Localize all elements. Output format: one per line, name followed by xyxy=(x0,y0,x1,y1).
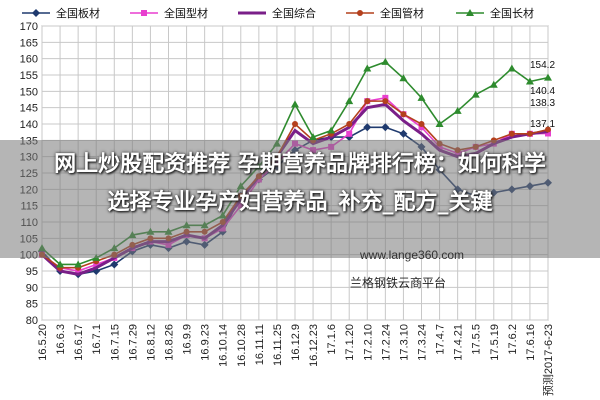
x-tick-label: 16.8.26 xyxy=(164,324,176,361)
legend-entry: 全国型材 xyxy=(164,6,208,20)
data-point-3 xyxy=(418,121,425,127)
data-point-4 xyxy=(309,133,318,141)
x-tick-label: 16.5.20 xyxy=(37,324,49,361)
watermark-name: 兰格钢铁云商平台 xyxy=(350,276,447,290)
x-tick-label: 17.4.21 xyxy=(453,324,465,361)
data-point-4 xyxy=(507,64,516,72)
y-tick-label: 150 xyxy=(20,86,38,98)
legend-entry: 全国综合 xyxy=(272,6,316,20)
end-value-label: 137.1 xyxy=(530,119,555,130)
y-tick-label: 80 xyxy=(26,315,38,327)
x-tick-label: 16.6.3 xyxy=(55,324,67,355)
data-point-3 xyxy=(400,111,407,118)
x-tick-label: 17.3.10 xyxy=(398,324,410,361)
data-point-4 xyxy=(544,73,552,81)
x-tick-label: 17.5.19 xyxy=(489,324,501,361)
x-tick-label: 16.9.23 xyxy=(200,324,212,361)
data-point-4 xyxy=(525,77,534,85)
x-tick-label: 17.2.10 xyxy=(362,324,374,361)
y-tick-label: 85 xyxy=(26,299,38,311)
x-tick-label: 17.1.20 xyxy=(344,324,356,361)
y-tick-label: 170 xyxy=(20,21,38,33)
end-value-label: 138.3 xyxy=(530,98,555,109)
legend-marker xyxy=(357,10,363,16)
x-tick-label: 16.6.17 xyxy=(73,324,85,361)
data-point-1 xyxy=(418,124,425,131)
data-point-1 xyxy=(346,130,353,137)
data-point-4 xyxy=(345,97,354,105)
x-tick-label: 17.4.7 xyxy=(435,324,447,355)
x-tick-label: 16.10.28 xyxy=(236,324,248,367)
data-point-1 xyxy=(382,94,389,101)
x-tick-label: 16.7.29 xyxy=(127,324,139,361)
data-point-3 xyxy=(508,130,515,137)
data-point-1 xyxy=(93,261,100,268)
data-point-3 xyxy=(364,98,371,105)
watermark-url: www.lange360.com xyxy=(360,248,465,262)
x-tick-label: 17.2.24 xyxy=(380,324,392,361)
legend-marker xyxy=(32,9,40,17)
x-tick-label: 17.1.6 xyxy=(326,324,338,355)
data-point-3 xyxy=(526,130,533,137)
x-tick-label: 16.10.14 xyxy=(218,324,230,367)
data-point-4 xyxy=(291,100,299,108)
data-point-3 xyxy=(346,121,353,127)
data-point-4 xyxy=(453,106,462,114)
y-tick-label: 95 xyxy=(26,266,38,278)
overlay-banner xyxy=(0,140,600,258)
data-point-3 xyxy=(382,98,389,105)
x-tick-label: 17.6.2 xyxy=(507,324,519,355)
data-point-0 xyxy=(381,123,390,132)
data-point-1 xyxy=(75,268,82,274)
banner-line-1: 网上炒股配资推荐 孕期营养品牌排行榜：如何科学 xyxy=(54,152,546,177)
legend-marker xyxy=(466,9,474,16)
data-point-4 xyxy=(74,260,83,268)
x-tick-label: 预测2017-6-23 xyxy=(542,324,555,396)
data-point-0 xyxy=(110,260,119,269)
x-tick-label: 16.12.23 xyxy=(308,324,320,367)
y-tick-label: 90 xyxy=(26,282,38,294)
x-tick-label: 16.8.12 xyxy=(145,324,157,361)
y-tick-label: 145 xyxy=(20,103,38,115)
data-point-0 xyxy=(363,123,372,132)
overlay-banner-text: 网上炒股配资推荐 孕期营养品牌排行榜：如何科学 选择专业孕产妇营养品_补充_配方… xyxy=(8,146,592,222)
x-tick-label: 17.6.16 xyxy=(525,324,537,361)
x-tick-label: 16.11.25 xyxy=(272,324,284,366)
x-tick-label: 17.5.5 xyxy=(471,324,483,355)
data-point-3 xyxy=(545,126,551,133)
end-value-label: 140.4 xyxy=(530,86,555,97)
y-tick-label: 140 xyxy=(20,119,38,131)
banner-line-2: 选择专业孕产妇营养品_补充_配方_关键 xyxy=(107,190,493,215)
data-point-4 xyxy=(56,260,65,268)
legend-marker xyxy=(141,10,147,16)
data-point-4 xyxy=(471,90,480,98)
x-tick-label: 17.3.24 xyxy=(417,324,429,361)
data-point-4 xyxy=(435,120,444,127)
legend-entry: 全国管材 xyxy=(380,6,424,20)
legend-entry: 全国板材 xyxy=(56,6,100,20)
data-point-4 xyxy=(399,74,408,82)
x-tick-label: 16.7.15 xyxy=(109,324,121,361)
data-point-4 xyxy=(327,126,336,134)
data-point-4 xyxy=(417,93,426,101)
x-tick-label: 16.12.9 xyxy=(290,324,302,361)
data-point-1 xyxy=(545,130,551,137)
x-tick-label: 16.11.11 xyxy=(254,324,266,365)
data-point-4 xyxy=(381,57,390,65)
data-point-0 xyxy=(399,129,408,138)
y-tick-label: 155 xyxy=(20,70,38,82)
y-tick-label: 165 xyxy=(20,37,38,49)
y-tick-label: 160 xyxy=(20,54,38,66)
data-point-3 xyxy=(292,121,298,127)
x-tick-label: 16.7.1 xyxy=(91,324,103,355)
data-point-4 xyxy=(363,64,372,72)
legend-entry: 全国长材 xyxy=(490,6,534,20)
data-point-4 xyxy=(489,80,498,88)
x-tick-label: 16.9.9 xyxy=(182,324,194,355)
end-value-label: 154.2 xyxy=(530,60,555,71)
